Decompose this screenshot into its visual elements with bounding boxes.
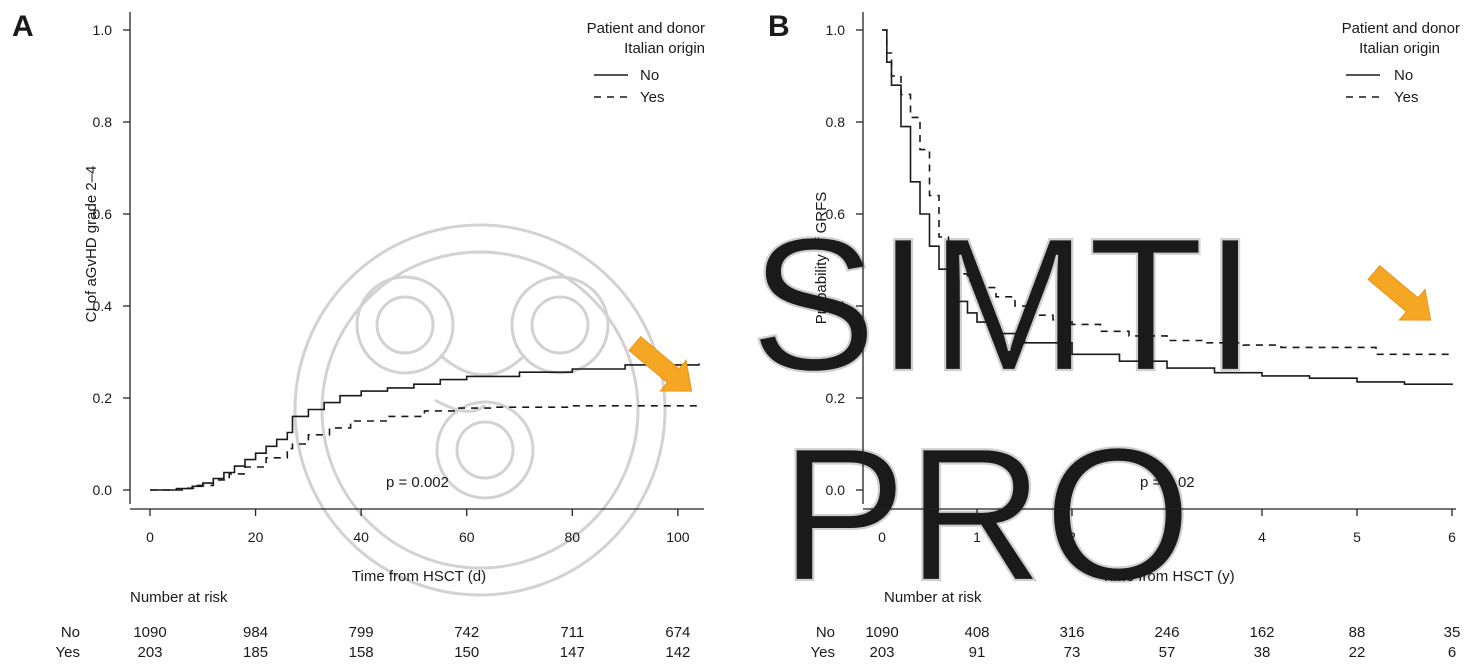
x-tick-label: 1 bbox=[973, 529, 981, 545]
series-line-yes bbox=[882, 29, 1452, 356]
panel-a: A 0.0 0.2 0.4 0.6 0.8 1.0 0 20 40 60 80 100 CI of … bbox=[12, 10, 705, 661]
risk-count-yes: 38 bbox=[1254, 644, 1271, 661]
risk-count-yes: 158 bbox=[349, 644, 374, 661]
x-tick-label: 20 bbox=[248, 529, 264, 545]
series-line-no bbox=[882, 29, 1453, 386]
panel-b: B 0.0 0.2 0.4 0.6 0.8 1.0 0 1 2 3 4 5 6 Probability… bbox=[768, 10, 1460, 661]
panel-letter: A bbox=[12, 10, 34, 43]
x-tick-label: 0 bbox=[878, 529, 886, 545]
risk-count-no: 1090 bbox=[865, 624, 898, 641]
risk-count-no: 674 bbox=[665, 624, 690, 641]
legend-title-line2: Italian origin bbox=[1359, 40, 1440, 57]
risk-count-yes: 142 bbox=[665, 644, 690, 661]
y-tick-label: 0.2 bbox=[93, 390, 113, 406]
risk-row-label-no: No bbox=[61, 624, 80, 641]
p-value: p = 0.02 bbox=[1140, 474, 1195, 491]
risk-count-no: 984 bbox=[243, 624, 268, 641]
risk-table-title: Number at risk bbox=[884, 589, 982, 606]
orange-arrow-icon bbox=[628, 335, 693, 392]
risk-count-no: 162 bbox=[1249, 624, 1274, 641]
watermark: SIMTI PRO bbox=[293, 198, 1258, 622]
risk-count-no: 711 bbox=[560, 624, 584, 641]
x-axis: 0 1 2 3 4 5 6 bbox=[863, 508, 1456, 545]
risk-count-yes: 147 bbox=[560, 644, 585, 661]
risk-count-yes: 22 bbox=[1349, 644, 1366, 661]
x-tick-label: 80 bbox=[565, 529, 581, 545]
risk-count-no: 1090 bbox=[133, 624, 166, 641]
risk-table-title: Number at risk bbox=[130, 589, 228, 606]
risk-count-no: 316 bbox=[1059, 624, 1084, 641]
risk-count-yes: 203 bbox=[137, 644, 162, 661]
risk-count-no: 88 bbox=[1349, 624, 1366, 641]
risk-row-label-yes: Yes bbox=[56, 644, 80, 661]
risk-table: No Yes 1090 984 799 742 711 674 203 185 158 150 14… bbox=[56, 624, 691, 661]
watermark-text-top: SIMTI bbox=[750, 199, 1257, 411]
risk-row-label-no: No bbox=[816, 624, 835, 641]
risk-count-no: 408 bbox=[964, 624, 989, 641]
x-tick-label: 6 bbox=[1448, 529, 1456, 545]
series-line-yes bbox=[150, 404, 700, 491]
x-tick-label: 3 bbox=[1163, 529, 1171, 545]
legend-label-yes: Yes bbox=[1394, 89, 1418, 106]
x-tick-label: 4 bbox=[1258, 529, 1266, 545]
risk-count-no: 799 bbox=[349, 624, 374, 641]
y-tick-label: 1.0 bbox=[826, 22, 846, 38]
y-tick-label: 0.0 bbox=[93, 482, 113, 498]
y-tick-label: 0.4 bbox=[826, 298, 846, 314]
y-axis-title: Probability of GRFS bbox=[813, 192, 830, 325]
x-tick-label: 60 bbox=[459, 529, 475, 545]
series-line-no bbox=[150, 363, 700, 491]
y-axis-title: CI of aGvHD grade 2–4 bbox=[83, 166, 100, 323]
risk-row-label-yes: Yes bbox=[811, 644, 835, 661]
y-tick-label: 0.8 bbox=[93, 114, 113, 130]
y-axis: 0.0 0.2 0.4 0.6 0.8 1.0 bbox=[93, 12, 131, 504]
legend-label-yes: Yes bbox=[640, 89, 664, 106]
risk-count-yes: 6 bbox=[1448, 644, 1456, 661]
orange-arrow-icon bbox=[1367, 264, 1432, 321]
x-axis-title: Time from HSCT (d) bbox=[352, 568, 486, 585]
plot-area bbox=[882, 29, 1453, 386]
panel-letter: B bbox=[768, 10, 790, 43]
x-tick-label: 0 bbox=[146, 529, 154, 545]
y-tick-label: 0.0 bbox=[826, 482, 846, 498]
legend-title-line1: Patient and donor bbox=[587, 20, 705, 37]
risk-count-no: 742 bbox=[454, 624, 479, 641]
x-axis: 0 20 40 60 80 100 bbox=[130, 508, 704, 545]
legend: Patient and donor Italian origin No Yes bbox=[587, 20, 705, 106]
y-tick-label: 0.4 bbox=[93, 298, 113, 314]
plot-area bbox=[150, 363, 700, 491]
risk-table: No Yes 1090 408 316 246 162 88 35 203 91 73 57 38 22… bbox=[811, 624, 1461, 661]
p-value: p = 0.002 bbox=[386, 474, 449, 491]
x-tick-label: 100 bbox=[666, 529, 690, 545]
risk-count-yes: 150 bbox=[454, 644, 479, 661]
legend: Patient and donor Italian origin No Yes bbox=[1342, 20, 1460, 106]
y-tick-label: 0.8 bbox=[826, 114, 846, 130]
x-tick-label: 2 bbox=[1068, 529, 1076, 545]
watermark-text-bottom: PRO bbox=[780, 409, 1192, 621]
x-axis-title: Time from HSCT (y) bbox=[1101, 568, 1234, 585]
legend-label-no: No bbox=[640, 67, 659, 84]
x-tick-label: 5 bbox=[1353, 529, 1361, 545]
risk-count-yes: 57 bbox=[1159, 644, 1176, 661]
y-axis: 0.0 0.2 0.4 0.6 0.8 1.0 bbox=[826, 12, 864, 504]
x-tick-label: 40 bbox=[353, 529, 369, 545]
risk-count-no: 246 bbox=[1154, 624, 1179, 641]
risk-count-no: 35 bbox=[1444, 624, 1461, 641]
risk-count-yes: 203 bbox=[869, 644, 894, 661]
y-tick-label: 1.0 bbox=[93, 22, 113, 38]
legend-label-no: No bbox=[1394, 67, 1413, 84]
risk-count-yes: 73 bbox=[1064, 644, 1081, 661]
legend-title-line1: Patient and donor bbox=[1342, 20, 1460, 37]
legend-title-line2: Italian origin bbox=[624, 40, 705, 57]
watermark-logo-icon bbox=[293, 223, 667, 597]
y-tick-label: 0.2 bbox=[826, 390, 846, 406]
risk-count-yes: 91 bbox=[969, 644, 986, 661]
y-tick-label: 0.6 bbox=[93, 206, 113, 222]
y-tick-label: 0.6 bbox=[826, 206, 846, 222]
risk-count-yes: 185 bbox=[243, 644, 268, 661]
